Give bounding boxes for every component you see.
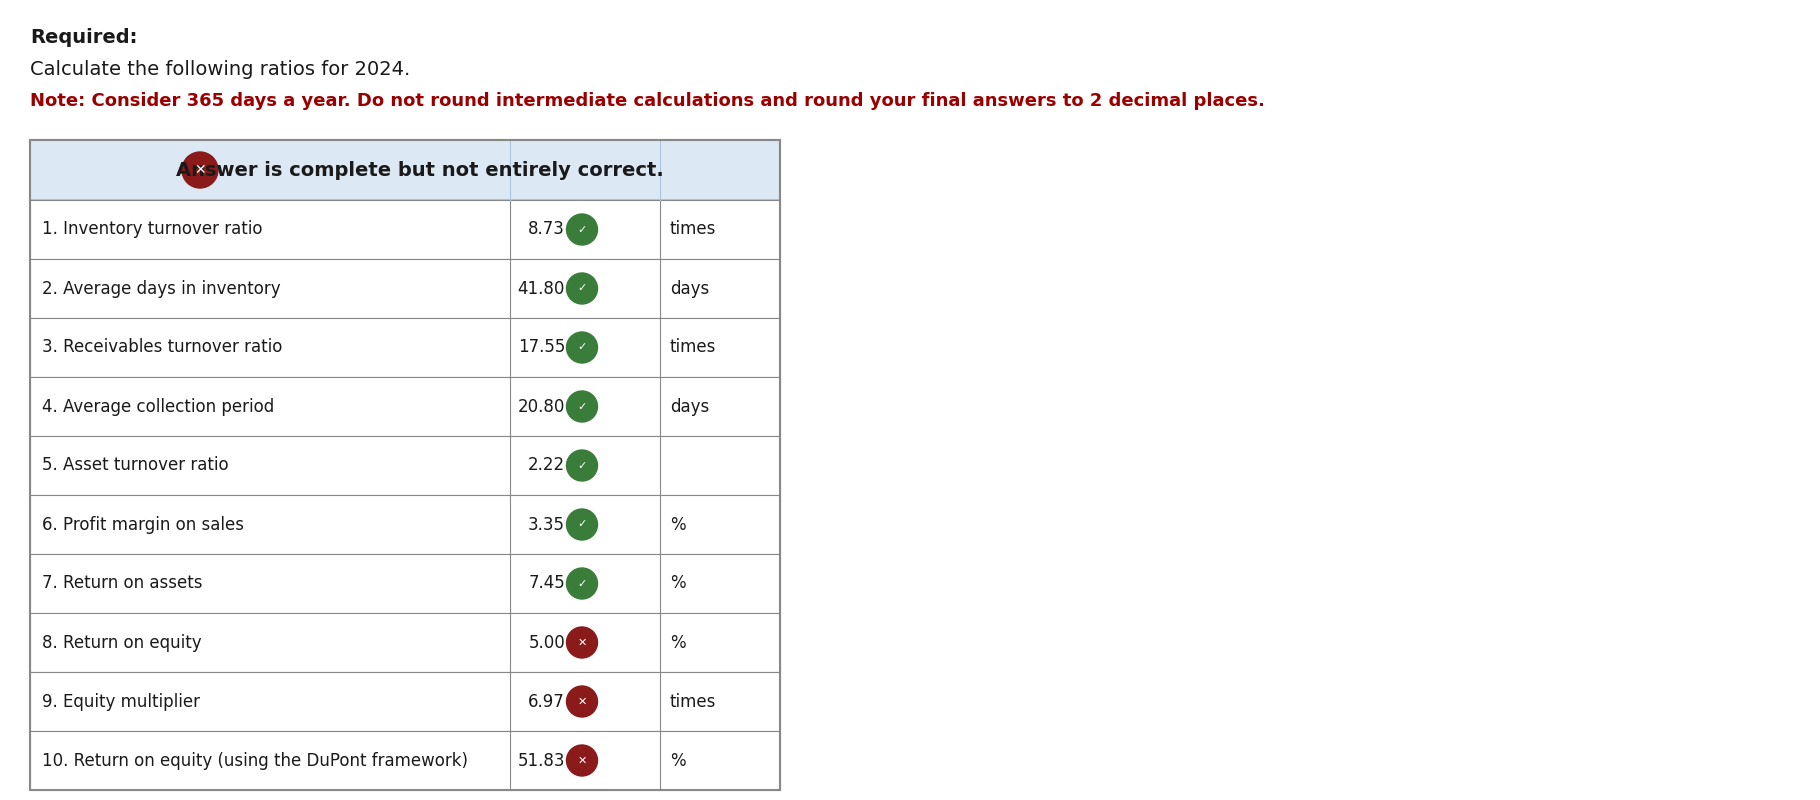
FancyBboxPatch shape	[29, 436, 781, 495]
Text: ✓: ✓	[577, 519, 586, 530]
Text: times: times	[670, 338, 717, 357]
Text: %: %	[670, 634, 686, 651]
Text: Required:: Required:	[29, 28, 136, 47]
FancyBboxPatch shape	[29, 200, 781, 259]
Text: ✕: ✕	[577, 638, 586, 647]
Text: Note: Consider 365 days a year. Do not round intermediate calculations and round: Note: Consider 365 days a year. Do not r…	[29, 92, 1265, 110]
Circle shape	[566, 568, 597, 599]
Text: %: %	[670, 574, 686, 593]
Circle shape	[566, 214, 597, 245]
Text: times: times	[670, 221, 717, 238]
Text: 5. Asset turnover ratio: 5. Asset turnover ratio	[42, 457, 229, 474]
Text: days: days	[670, 398, 710, 415]
Text: 2.22: 2.22	[528, 457, 564, 474]
Text: ✓: ✓	[577, 342, 586, 353]
Circle shape	[566, 450, 597, 481]
Circle shape	[182, 152, 218, 188]
Circle shape	[566, 332, 597, 363]
Text: 17.55: 17.55	[517, 338, 564, 357]
Text: 3.35: 3.35	[528, 515, 564, 534]
FancyBboxPatch shape	[29, 731, 781, 790]
Text: 6. Profit margin on sales: 6. Profit margin on sales	[42, 515, 244, 534]
Text: 8.73: 8.73	[528, 221, 564, 238]
Text: %: %	[670, 751, 686, 770]
Text: 3. Receivables turnover ratio: 3. Receivables turnover ratio	[42, 338, 282, 357]
Text: 7.45: 7.45	[528, 574, 564, 593]
Text: 4. Average collection period: 4. Average collection period	[42, 398, 275, 415]
Circle shape	[566, 391, 597, 422]
Text: Calculate the following ratios for 2024.: Calculate the following ratios for 2024.	[29, 60, 410, 79]
Text: ✓: ✓	[577, 402, 586, 411]
Text: ✓: ✓	[577, 225, 586, 234]
Circle shape	[566, 627, 597, 658]
Text: 1. Inventory turnover ratio: 1. Inventory turnover ratio	[42, 221, 262, 238]
Text: ✓: ✓	[577, 461, 586, 470]
Text: times: times	[670, 693, 717, 710]
Circle shape	[566, 686, 597, 717]
FancyBboxPatch shape	[29, 259, 781, 318]
Text: 10. Return on equity (using the DuPont framework): 10. Return on equity (using the DuPont f…	[42, 751, 468, 770]
Text: 2. Average days in inventory: 2. Average days in inventory	[42, 279, 280, 298]
Text: ✓: ✓	[577, 578, 586, 589]
FancyBboxPatch shape	[29, 672, 781, 731]
FancyBboxPatch shape	[29, 554, 781, 613]
FancyBboxPatch shape	[29, 613, 781, 672]
Text: ✕: ✕	[195, 163, 206, 177]
Circle shape	[566, 273, 597, 304]
Text: 9. Equity multiplier: 9. Equity multiplier	[42, 693, 200, 710]
Text: 7. Return on assets: 7. Return on assets	[42, 574, 202, 593]
Circle shape	[566, 509, 597, 540]
Text: %: %	[670, 515, 686, 534]
FancyBboxPatch shape	[29, 377, 781, 436]
Text: 8. Return on equity: 8. Return on equity	[42, 634, 202, 651]
Text: 6.97: 6.97	[528, 693, 564, 710]
Text: 51.83: 51.83	[517, 751, 564, 770]
Circle shape	[566, 745, 597, 776]
FancyBboxPatch shape	[29, 318, 781, 377]
Text: ✓: ✓	[577, 283, 586, 294]
Text: ✕: ✕	[577, 697, 586, 706]
Text: 20.80: 20.80	[517, 398, 564, 415]
Text: Answer is complete but not entirely correct.: Answer is complete but not entirely corr…	[177, 161, 664, 179]
Text: 5.00: 5.00	[528, 634, 564, 651]
Text: 41.80: 41.80	[517, 279, 564, 298]
Text: days: days	[670, 279, 710, 298]
FancyBboxPatch shape	[29, 140, 781, 200]
Text: ✕: ✕	[577, 755, 586, 766]
FancyBboxPatch shape	[29, 495, 781, 554]
